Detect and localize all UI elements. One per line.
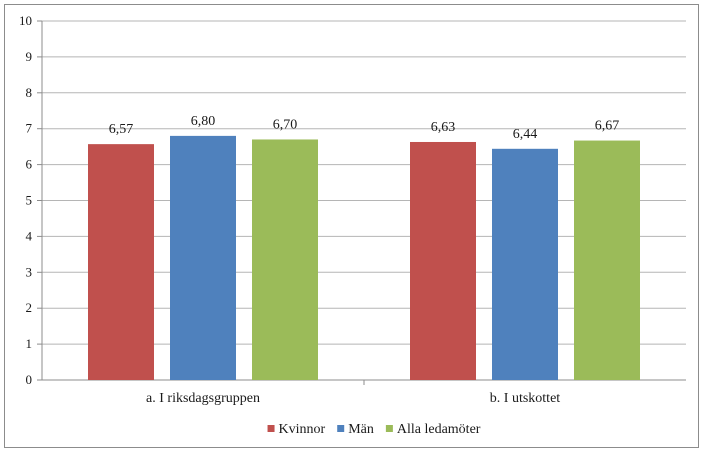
bar bbox=[170, 135, 236, 380]
data-label: 6,63 bbox=[431, 120, 456, 135]
data-label: 6,80 bbox=[191, 114, 216, 129]
y-tick-label: 9 bbox=[26, 49, 33, 64]
bar bbox=[410, 141, 476, 380]
bar bbox=[492, 148, 558, 380]
y-tick-label: 1 bbox=[26, 336, 33, 351]
y-tick-label: 6 bbox=[26, 157, 33, 172]
legend-swatch bbox=[337, 425, 345, 432]
y-tick-label: 10 bbox=[19, 13, 32, 28]
bar bbox=[88, 144, 154, 380]
y-tick-label: 4 bbox=[26, 228, 33, 243]
y-tick-label: 5 bbox=[26, 193, 33, 208]
legend-label: Alla ledamöter bbox=[397, 422, 481, 437]
data-label: 6,70 bbox=[273, 117, 298, 132]
y-tick-label: 8 bbox=[26, 85, 33, 100]
y-tick-label: 7 bbox=[26, 121, 33, 136]
category-label: b. I utskottet bbox=[490, 391, 560, 406]
y-tick-label: 0 bbox=[26, 372, 33, 387]
y-tick-label: 3 bbox=[26, 264, 33, 279]
legend-label: Kvinnor bbox=[279, 422, 326, 437]
legend-swatch bbox=[267, 425, 275, 432]
legend-label: Män bbox=[348, 422, 374, 437]
bar bbox=[574, 140, 640, 380]
legend-swatch bbox=[385, 425, 393, 432]
bar bbox=[252, 139, 318, 380]
data-label: 6,44 bbox=[513, 127, 538, 142]
y-tick-label: 2 bbox=[26, 300, 33, 315]
data-label: 6,57 bbox=[109, 122, 134, 137]
category-label: a. I riksdagsgruppen bbox=[146, 391, 260, 406]
data-label: 6,67 bbox=[595, 119, 620, 134]
